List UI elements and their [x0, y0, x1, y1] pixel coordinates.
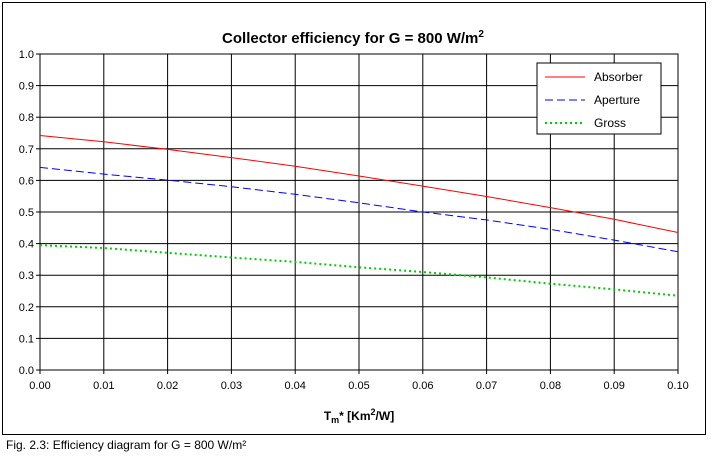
x-tick-label: 0.03	[221, 380, 242, 392]
y-tick-label: 0.2	[19, 302, 34, 314]
x-tick-label: 0.01	[93, 380, 114, 392]
y-tick-label: 0.6	[19, 175, 34, 187]
y-tick-label: 0.5	[19, 207, 34, 219]
y-tick-label: 0.9	[19, 81, 34, 93]
series-line-absorber	[39, 135, 679, 233]
y-axis-ticks: 0.0 0.1 0.2 0.3 0.4 0.5 0.6 0.7 0.8 0.9 1.0	[19, 49, 40, 377]
y-tick-label: 0.4	[19, 239, 34, 251]
y-tick-label: 0.1	[19, 333, 34, 345]
x-axis-ticks: 0.00 0.01 0.02 0.03 0.04 0.05 0.06 0.07 0.08 0.09…	[29, 370, 689, 392]
figure-caption: Fig. 2.3: Efficiency diagram for G = 800…	[6, 438, 247, 452]
x-tick-label: 0.10	[667, 380, 688, 392]
series-lines	[39, 135, 679, 297]
x-axis-label: Tm* [Km2/W]	[324, 407, 394, 425]
y-tick-label: 0.3	[19, 270, 34, 282]
x-tick-label: 0.00	[29, 380, 50, 392]
x-tick-label: 0.02	[157, 380, 178, 392]
x-tick-label: 0.06	[412, 380, 433, 392]
y-tick-label: 1.0	[19, 49, 34, 61]
y-tick-label: 0.7	[19, 144, 34, 156]
y-tick-label: 0.8	[19, 112, 34, 124]
chart-title: Collector efficiency for G = 800 W/m2	[222, 29, 484, 47]
legend-label-aperture: Aperture	[594, 93, 640, 107]
x-tick-label: 0.04	[284, 380, 305, 392]
x-tick-label: 0.05	[348, 380, 369, 392]
legend-label-absorber: Absorber	[594, 70, 643, 84]
series-line-gross	[39, 244, 679, 297]
legend-label-gross: Gross	[594, 116, 626, 130]
x-tick-label: 0.07	[476, 380, 497, 392]
x-tick-label: 0.08	[540, 380, 561, 392]
y-tick-label: 0.0	[19, 365, 34, 377]
series-line-aperture	[39, 166, 679, 253]
legend: Absorber Aperture Gross	[536, 62, 662, 135]
legend-box	[536, 62, 662, 135]
legend-items: Absorber Aperture Gross	[545, 70, 643, 130]
x-tick-label: 0.09	[603, 380, 624, 392]
